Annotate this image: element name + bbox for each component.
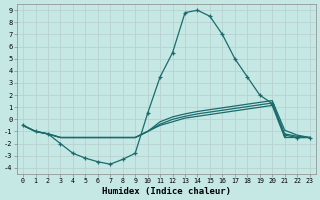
X-axis label: Humidex (Indice chaleur): Humidex (Indice chaleur) bbox=[102, 187, 231, 196]
